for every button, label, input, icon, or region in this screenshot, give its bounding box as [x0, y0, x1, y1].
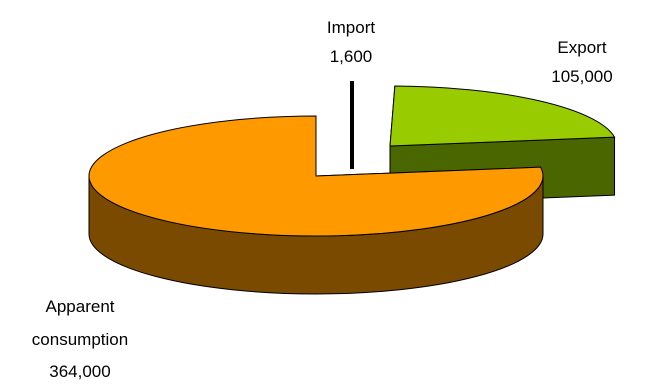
- slice-apparent-consumption: [88, 115, 544, 295]
- label-import-value: 1,600: [330, 47, 373, 66]
- slices-layer: [88, 81, 616, 295]
- label-consumption-line2: consumption: [32, 330, 128, 349]
- label-consumption-line1: Apparent: [46, 297, 115, 316]
- label-consumption-value: 364,000: [49, 362, 110, 381]
- label-import-name: Import: [327, 18, 375, 37]
- label-export-name: Export: [557, 38, 606, 57]
- slice-apparent-consumption-top: [88, 115, 544, 237]
- label-export-value: 105,000: [551, 67, 612, 86]
- slice-export-top: [389, 85, 616, 147]
